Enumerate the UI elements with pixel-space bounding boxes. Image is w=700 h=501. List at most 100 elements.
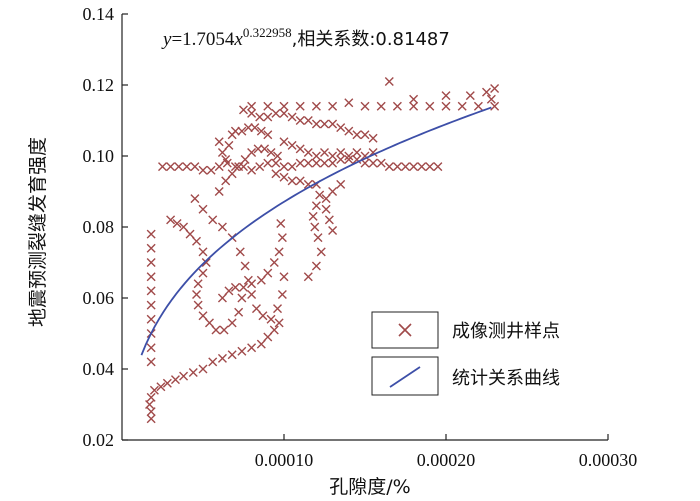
data-point xyxy=(336,123,346,133)
data-point xyxy=(273,151,283,161)
data-point xyxy=(266,314,276,324)
legend: 成像测井样点 统计关系曲线 xyxy=(371,311,560,396)
data-point xyxy=(263,158,273,168)
data-point xyxy=(425,162,435,172)
eq-x-var: x xyxy=(233,29,243,50)
data-point xyxy=(235,247,245,257)
data-point xyxy=(251,304,261,314)
data-point xyxy=(303,272,313,282)
data-point xyxy=(279,172,289,182)
data-point xyxy=(174,162,184,172)
data-point xyxy=(237,293,247,303)
data-point xyxy=(247,343,257,353)
data-point xyxy=(279,137,289,147)
data-point xyxy=(263,112,273,122)
data-point xyxy=(328,187,338,196)
data-point xyxy=(376,158,386,168)
legend-label-curve: 统计关系曲线 xyxy=(452,368,560,389)
data-point xyxy=(240,261,250,271)
data-point xyxy=(239,162,248,172)
data-point xyxy=(208,357,218,367)
data-point xyxy=(287,140,297,150)
data-point xyxy=(311,151,321,161)
y-tick-label: 0.12 xyxy=(83,75,115,95)
data-point xyxy=(344,151,354,161)
y-tick-label: 0.08 xyxy=(83,217,115,237)
data-point xyxy=(392,162,402,172)
legend-label-scatter: 成像测井样点 xyxy=(452,321,560,342)
data-point xyxy=(328,226,338,236)
data-point xyxy=(271,158,281,168)
legend-marker-x xyxy=(398,323,412,337)
data-point xyxy=(287,112,297,122)
data-point xyxy=(490,84,500,94)
data-point xyxy=(321,204,331,214)
data-point xyxy=(277,289,287,299)
data-point xyxy=(237,346,247,356)
data-point xyxy=(263,130,273,140)
data-point xyxy=(239,282,248,292)
data-point xyxy=(214,187,224,196)
data-point xyxy=(190,194,200,204)
data-point xyxy=(303,158,313,168)
data-point xyxy=(211,325,221,335)
data-point xyxy=(172,218,182,228)
data-point xyxy=(311,119,321,129)
data-point xyxy=(219,325,229,335)
data-point xyxy=(166,215,176,225)
data-point xyxy=(146,258,156,267)
data-point xyxy=(409,101,419,111)
data-point xyxy=(234,307,244,317)
data-point xyxy=(336,147,346,157)
data-point xyxy=(198,364,208,374)
y-tick-label: 0.14 xyxy=(83,4,115,24)
data-point xyxy=(271,108,281,118)
data-point xyxy=(441,101,451,111)
data-point xyxy=(146,286,156,296)
data-point xyxy=(193,279,203,289)
data-point xyxy=(308,211,318,221)
data-point xyxy=(320,147,329,157)
data-point xyxy=(311,101,321,111)
x-axis-title: 孔隙度/% xyxy=(329,476,410,498)
data-point xyxy=(376,101,386,111)
data-point xyxy=(263,268,273,278)
data-point xyxy=(320,158,329,168)
data-point xyxy=(328,101,338,111)
data-point xyxy=(352,130,362,140)
data-point xyxy=(473,101,483,111)
data-point xyxy=(204,318,214,328)
data-point xyxy=(247,165,257,175)
y-tick-label: 0.04 xyxy=(83,359,115,379)
data-point xyxy=(182,162,192,172)
data-point xyxy=(433,162,443,172)
eq-coefficient: =1.7054 xyxy=(171,29,234,50)
data-point xyxy=(158,162,167,172)
data-point xyxy=(179,222,189,232)
data-point xyxy=(324,215,334,225)
data-point xyxy=(192,236,202,246)
data-point xyxy=(247,101,257,111)
data-point xyxy=(190,162,200,172)
x-tick-label: 0.00030 xyxy=(579,450,638,470)
eq-exponent: 0.322958 xyxy=(243,25,292,40)
data-point xyxy=(258,311,268,321)
data-point xyxy=(198,165,208,175)
data-point xyxy=(185,229,195,239)
data-point xyxy=(260,144,270,154)
data-point xyxy=(352,155,362,165)
y-tick-label: 0.10 xyxy=(83,146,115,166)
data-point xyxy=(384,162,394,172)
data-point xyxy=(295,176,305,186)
data-point xyxy=(425,101,435,111)
data-point xyxy=(336,179,346,189)
data-point xyxy=(198,247,208,257)
data-point xyxy=(360,151,370,161)
data-point xyxy=(303,116,313,125)
data-point xyxy=(269,258,279,267)
data-point xyxy=(486,94,496,104)
data-point xyxy=(328,119,338,129)
data-point xyxy=(360,101,370,111)
data-point xyxy=(336,155,346,165)
eq-correlation: ,相关系数:0.81487 xyxy=(292,29,450,50)
